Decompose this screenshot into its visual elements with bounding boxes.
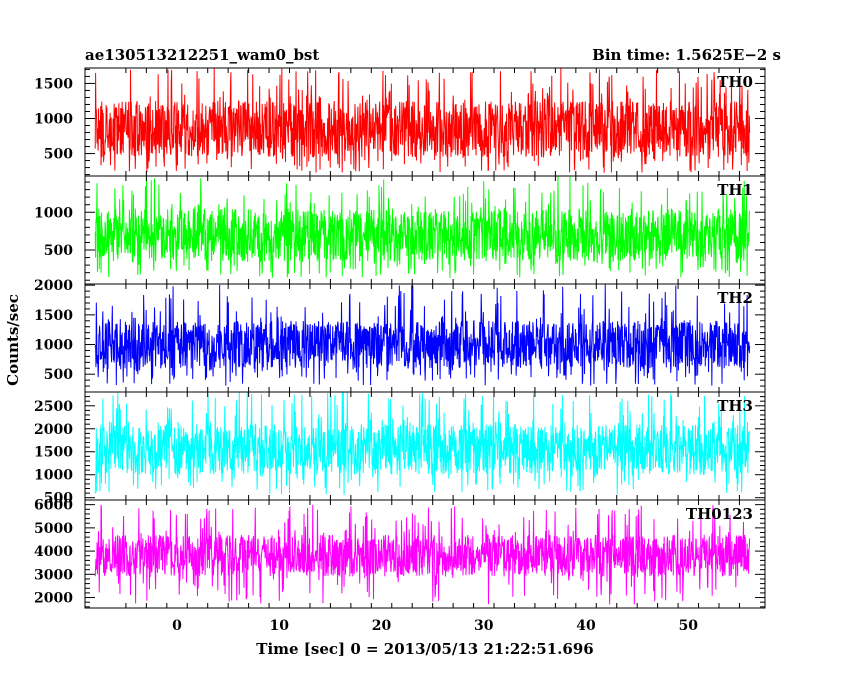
panel-th0123: 2000 3000 4000 5000 6000 TH0123 — [34, 498, 766, 609]
y-tick-label: 2500 — [34, 399, 73, 415]
y-tick-label: 1000 — [34, 468, 73, 484]
series-th2-line — [94, 284, 751, 386]
x-tick-label: 10 — [270, 618, 290, 634]
y-tick-label: 500 — [44, 147, 73, 163]
y-tick-label: 1000 — [34, 205, 73, 221]
y-tick-label: 1000 — [34, 338, 73, 354]
series-th0123-line — [94, 504, 751, 605]
x-tick-label: 0 — [172, 618, 182, 634]
series-th1-line — [94, 176, 751, 278]
y-tick-label: 2000 — [34, 591, 73, 607]
y-tick-label: 500 — [44, 491, 73, 507]
x-tick-label: 40 — [576, 618, 596, 634]
panels-group: 500 1000 1500 TH0 500 1000 TH1 500 1000 1500 2000 T… — [34, 67, 766, 609]
series-th0-line — [94, 68, 751, 173]
y-axis-label: Counts/sec — [4, 294, 22, 386]
panel-label-th1: TH1 — [717, 181, 753, 199]
panel-th1: 500 1000 TH1 — [34, 175, 766, 285]
y-tick-label: 3000 — [34, 567, 73, 583]
panel-th3: 500 1000 1500 2000 2500 TH3 — [34, 391, 766, 507]
y-tick-label: 5000 — [34, 521, 73, 537]
series-th3-line — [94, 392, 751, 495]
y-tick-label: 500 — [44, 243, 73, 259]
y-tick-label: 1500 — [34, 308, 73, 324]
panel-th0: 500 1000 1500 TH0 — [34, 67, 766, 177]
x-tick-label: 30 — [474, 618, 494, 634]
panel-label-th2: TH2 — [717, 289, 753, 307]
y-tick-label: 1000 — [34, 111, 73, 127]
x-axis-group: 0 10 20 30 40 50 — [172, 618, 698, 634]
y-tick-label: 2000 — [34, 278, 73, 294]
panel-label-th3: TH3 — [717, 397, 753, 415]
panel-label-th0: TH0 — [717, 73, 753, 91]
y-tick-label: 1500 — [34, 76, 73, 92]
panel-frame — [84, 499, 766, 609]
panel-label-th0123: TH0123 — [686, 505, 753, 523]
x-axis-label: Time [sec] 0 = 2013/05/13 21:22:51.696 — [256, 640, 593, 658]
y-tick-label: 500 — [44, 367, 73, 383]
y-tick-label: 1500 — [34, 445, 73, 461]
x-tick-label: 20 — [372, 618, 392, 634]
panel-th2: 500 1000 1500 2000 TH2 — [34, 278, 766, 393]
y-tick-label: 2000 — [34, 422, 73, 438]
chart-title-left: ae130513212251_wam0_bst — [85, 46, 319, 64]
x-tick-label: 50 — [679, 618, 699, 634]
y-tick-label: 6000 — [34, 498, 73, 514]
chart-title-right: Bin time: 1.5625E−2 s — [592, 46, 781, 64]
y-tick-label: 4000 — [34, 544, 73, 560]
